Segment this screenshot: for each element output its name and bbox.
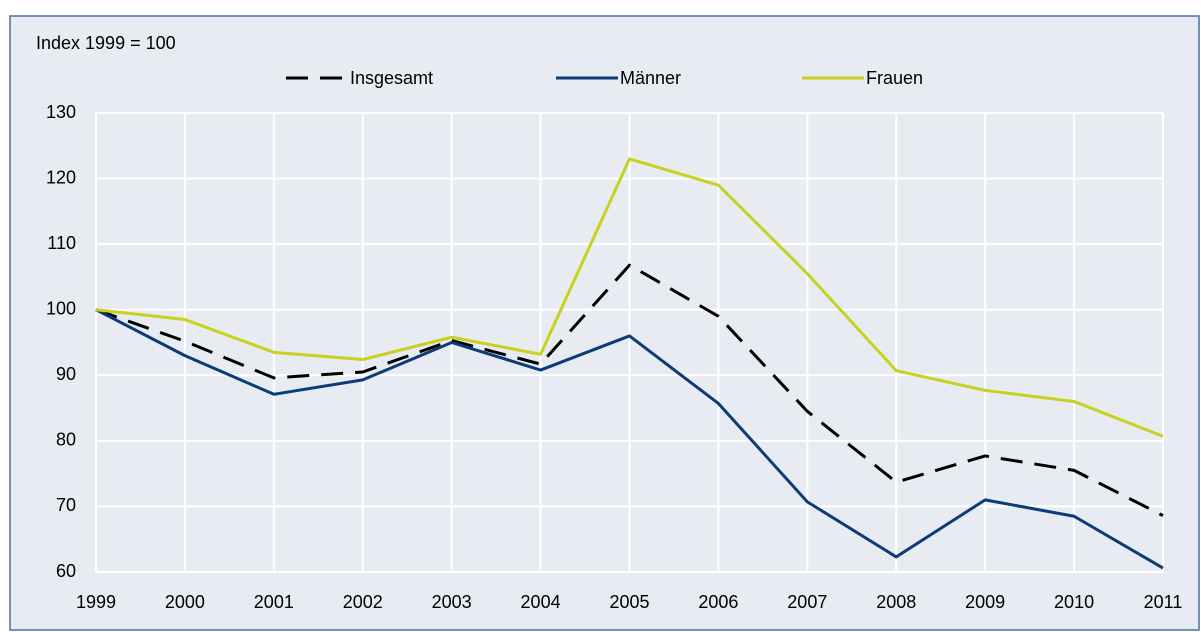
x-tick-label: 2010 (1054, 592, 1094, 612)
legend-label: Frauen (866, 68, 923, 88)
y-tick-label: 80 (56, 430, 76, 450)
series-line (95, 263, 1164, 517)
y-tick-label: 130 (46, 102, 76, 122)
x-tick-label: 2005 (609, 592, 649, 612)
x-tick-label: 2002 (343, 592, 383, 612)
y-tick-label: 70 (56, 495, 76, 515)
x-tick-label: 2003 (432, 592, 472, 612)
series-line (95, 157, 1164, 438)
x-tick-label: 2004 (521, 592, 561, 612)
y-tick-label: 120 (46, 167, 76, 187)
y-tick-label: 100 (46, 298, 76, 318)
x-tick-label: 2007 (787, 592, 827, 612)
x-tick-label: 2008 (876, 592, 916, 612)
y-tick-label: 110 (47, 233, 76, 253)
x-tick-label: 2006 (698, 592, 738, 612)
x-tick-label: 2011 (1144, 592, 1183, 612)
x-tick-label: 1999 (76, 592, 116, 612)
x-tick-label: 2000 (165, 592, 205, 612)
chart-frame (9, 15, 1200, 631)
y-tick-label: 60 (56, 561, 76, 581)
legend-label: Männer (620, 68, 681, 88)
x-tick-label: 2009 (965, 592, 1005, 612)
annotation: Index 1999 = 100 (36, 33, 176, 53)
y-tick-label: 90 (56, 364, 76, 384)
legend-label: Insgesamt (350, 68, 433, 88)
x-tick-label: 2001 (254, 592, 294, 612)
series-line (95, 308, 1164, 570)
